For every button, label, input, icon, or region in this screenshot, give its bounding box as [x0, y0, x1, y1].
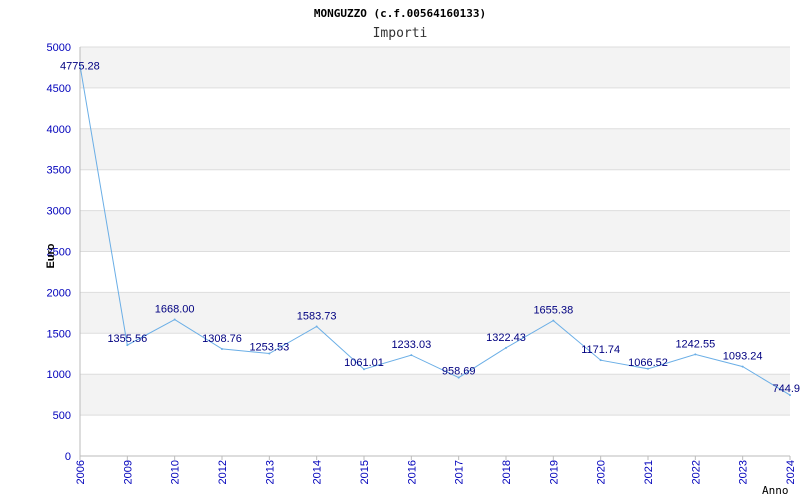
x-tick-label: 2006	[75, 460, 87, 484]
grid-band	[80, 292, 790, 334]
data-point	[789, 394, 791, 397]
grid-band	[80, 128, 790, 170]
data-label: 1355.56	[107, 333, 147, 345]
y-tick-label: 1500	[47, 328, 71, 340]
data-label: 1253.53	[249, 341, 289, 353]
x-tick-label: 2012	[217, 460, 229, 484]
x-tick-label: 2021	[643, 460, 655, 484]
data-point	[268, 352, 271, 355]
data-point	[126, 344, 129, 347]
data-point	[457, 376, 460, 379]
data-point	[363, 368, 365, 371]
data-point	[505, 346, 507, 349]
x-axis-label: Anno	[762, 484, 789, 497]
data-point	[173, 318, 176, 321]
data-label: 1093.24	[723, 351, 763, 363]
data-label: 1171.74	[581, 344, 620, 356]
x-tick-label: 2020	[596, 460, 608, 484]
data-label: 744.9	[772, 383, 800, 395]
x-tick-label: 2017	[454, 460, 466, 484]
data-point	[647, 367, 649, 370]
grid-band	[80, 210, 790, 252]
y-tick-label: 0	[65, 451, 71, 463]
grid-band	[80, 374, 790, 416]
y-tick-label: 2000	[47, 287, 71, 299]
x-tick-label: 2024	[785, 460, 797, 484]
data-point	[599, 359, 602, 362]
data-point	[552, 319, 555, 322]
data-label: 958.69	[442, 366, 476, 378]
y-tick-label: 2500	[47, 247, 71, 259]
data-label: 1308.76	[202, 333, 242, 345]
data-point	[694, 353, 697, 356]
y-tick-label: 3500	[47, 165, 71, 177]
y-tick-label: 4000	[47, 124, 71, 136]
data-label: 1655.38	[533, 305, 573, 317]
data-label: 4775.28	[60, 60, 100, 72]
x-tick-label: 2014	[312, 460, 324, 484]
y-axis-label: Euro	[45, 243, 57, 268]
y-tick-label: 500	[53, 410, 71, 422]
chart-title: MONGUZZO (c.f.00564160133)	[314, 7, 486, 20]
x-tick-label: 2010	[170, 460, 182, 484]
data-point	[221, 347, 223, 350]
data-point	[79, 64, 81, 67]
x-tick-label: 2022	[690, 460, 702, 484]
data-label: 1066.52	[628, 357, 668, 369]
y-tick-label: 5000	[47, 42, 71, 54]
grid-band	[80, 47, 790, 88]
x-tick-label: 2009	[122, 460, 134, 484]
y-tick-label: 1000	[47, 369, 71, 381]
series-line	[79, 65, 791, 396]
data-label: 1242.55	[675, 338, 715, 350]
data-point	[315, 325, 318, 328]
data-label: 1583.73	[297, 310, 337, 322]
data-point	[741, 365, 744, 368]
x-tick-label: 2023	[738, 460, 750, 484]
x-tick-label: 2019	[548, 460, 560, 484]
y-tick-label: 3000	[47, 206, 71, 218]
chart-subtitle: Importi	[373, 26, 428, 41]
x-tick-label: 2015	[359, 460, 371, 484]
x-tick-label: 2013	[264, 460, 276, 484]
data-label: 1061.01	[344, 357, 384, 369]
data-label: 1322.43	[486, 332, 526, 344]
x-tick-label: 2016	[406, 460, 418, 484]
data-label: 1668.00	[155, 304, 195, 316]
data-point	[410, 354, 413, 357]
y-tick-label: 4500	[47, 83, 71, 95]
data-label: 1233.03	[391, 339, 431, 351]
plot-area: 0 500 1000 1500 2000 2500 3000 3500 4000 4500 5000…	[47, 42, 800, 484]
x-tick-label: 2018	[501, 460, 513, 484]
